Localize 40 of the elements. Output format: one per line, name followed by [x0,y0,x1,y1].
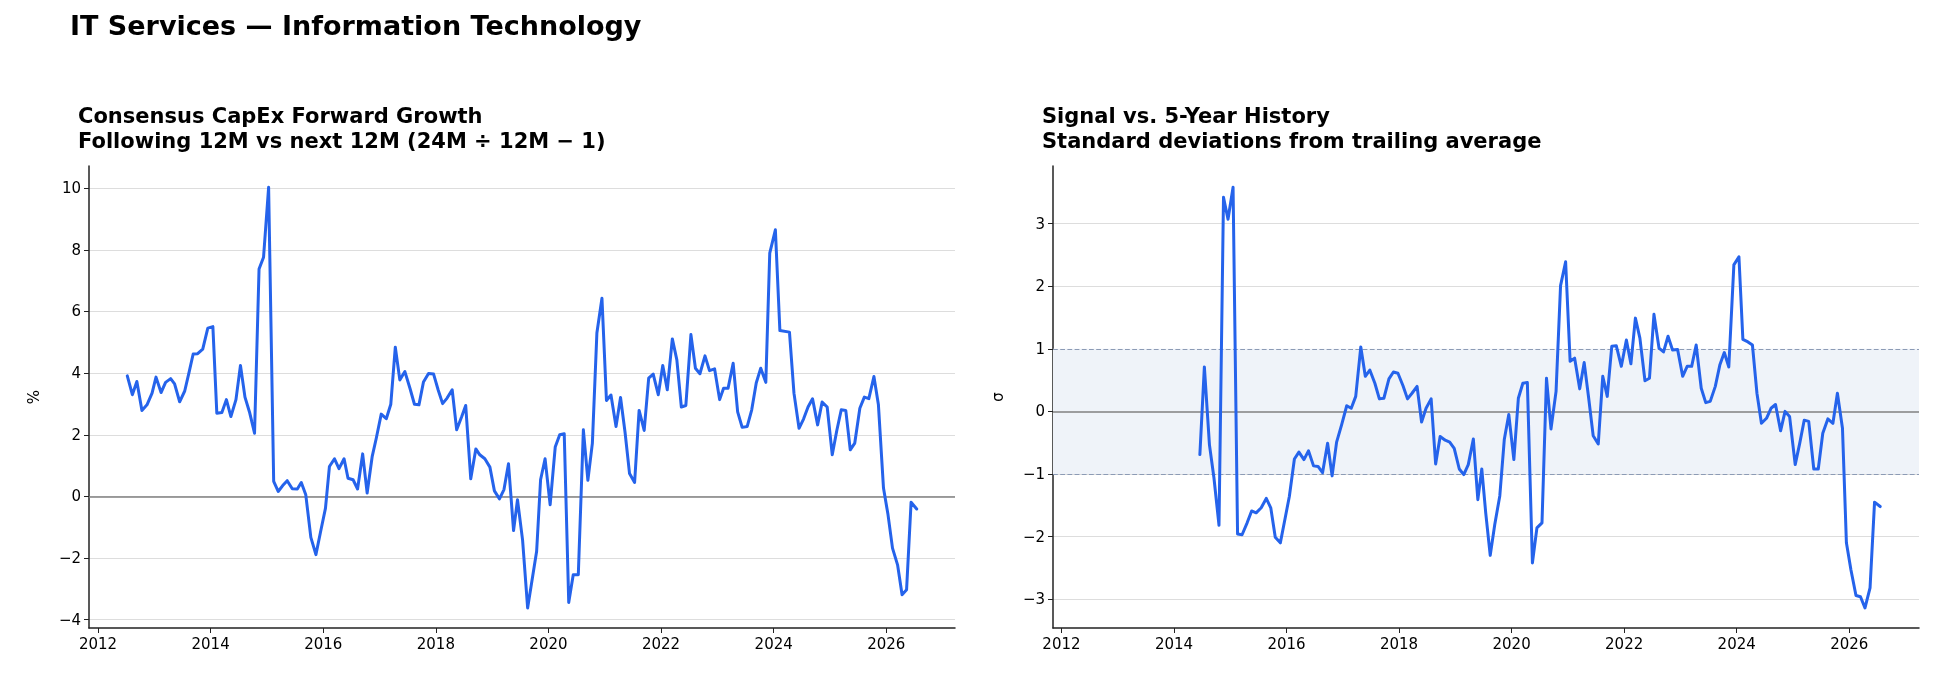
x-tick-label: 2012 [78,634,118,653]
y-tick-label: 8 [71,240,81,259]
x-tick-label: 2018 [1379,634,1419,653]
y-tick-label: 6 [71,302,81,321]
chart-title: Signal vs. 5-Year History [1042,103,1331,128]
y-tick-label: 3 [1035,214,1045,233]
y-tick-label: −4 [58,610,81,629]
x-tick-label: 2016 [1267,634,1306,653]
chart-subtitle: Following 12M vs next 12M (24M ÷ 12M − 1) [78,128,606,153]
x-tick-label: 2026 [867,634,906,653]
y-tick-label: 4 [71,364,81,383]
y-axis-title: % [24,389,43,405]
x-tick-label: 2016 [304,634,343,653]
x-tick-label: 2026 [1830,634,1869,653]
y-tick-label: −1 [1022,465,1045,483]
x-tick-label: 2014 [191,634,230,653]
y-tick-label: 2 [71,425,81,444]
y-tick-label: 0 [1035,402,1045,421]
chart-subtitle: Standard deviations from trailing average [1042,128,1542,153]
x-tick-label: 2022 [1605,634,1644,653]
y-tick-label: 10 [61,179,81,198]
x-tick-label: 2024 [1717,634,1756,653]
x-tick-label: 2012 [1042,634,1081,653]
x-tick-label: 2024 [754,634,793,653]
x-tick-label: 2020 [1492,634,1531,653]
x-tick-label: 2022 [641,634,681,653]
line-series [125,185,919,610]
x-tick-label: 2014 [1154,634,1194,653]
y-tick-label: −2 [1022,527,1045,546]
x-tick-label: 2020 [529,634,568,653]
y-tick-label: 2 [1035,277,1045,296]
x-tick-label: 2018 [416,634,455,653]
text: IT Services — Information Technology [70,10,642,41]
chart-title: Consensus CapEx Forward Growth [78,103,483,128]
y-tick-label: 1 [1035,339,1045,358]
line-series [1198,185,1882,610]
y-axis-title: σ [988,391,1007,402]
y-tick-label: 0 [71,487,81,506]
y-tick-label: −3 [1022,590,1045,609]
y-tick-label: −2 [58,549,81,568]
